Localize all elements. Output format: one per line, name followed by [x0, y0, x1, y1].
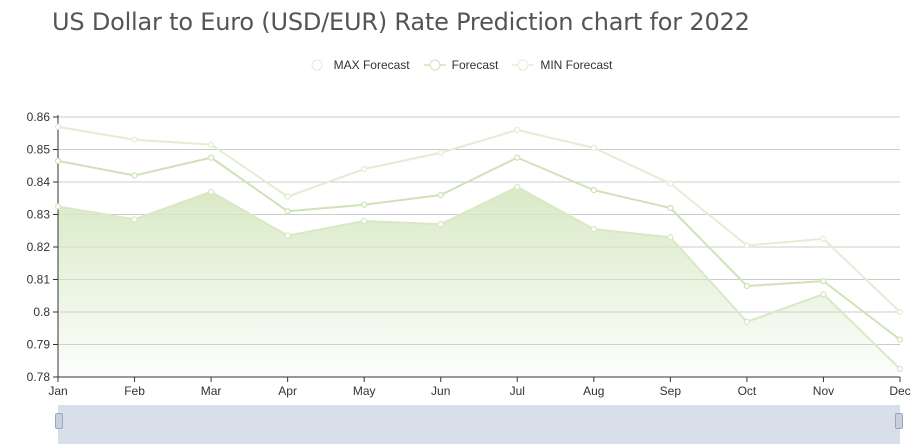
- legend-max-forecast-marker: [311, 59, 323, 71]
- min-forecast-point: [207, 188, 215, 195]
- x-tick-label: Oct: [738, 384, 757, 398]
- forecast-point: [207, 154, 215, 161]
- y-tick-label: 0.81: [27, 273, 51, 287]
- y-tick-label: 0.84: [27, 175, 51, 189]
- max-forecast-point: [284, 193, 291, 200]
- min-forecast-area: [58, 186, 900, 377]
- min-forecast-point: [667, 234, 674, 241]
- chart-legend: MAX Forecast Forecast MIN Forecast: [0, 58, 918, 72]
- forecast-point: [54, 157, 62, 164]
- min-forecast-line: [57, 185, 901, 370]
- legend-min-forecast-label: MIN Forecast: [540, 58, 613, 72]
- legend-max-forecast-label: MAX Forecast: [333, 58, 410, 72]
- forecast-point: [361, 201, 368, 208]
- max-forecast-point: [207, 141, 215, 148]
- min-forecast-point: [284, 232, 291, 239]
- forecast-point: [131, 172, 138, 179]
- forecast-line: [57, 156, 901, 341]
- min-forecast-point: [514, 183, 521, 190]
- range-scrollbar[interactable]: [55, 405, 903, 444]
- legend-item-forecast[interactable]: Forecast: [423, 58, 499, 72]
- max-forecast-point: [514, 126, 521, 134]
- forecast-point: [743, 282, 751, 290]
- forecast-point: [437, 191, 444, 199]
- x-tick-label: Aug: [583, 384, 604, 398]
- x-tick-label: Jan: [48, 384, 67, 398]
- chart-title: US Dollar to Euro (USD/EUR) Rate Predict…: [52, 8, 750, 36]
- max-forecast-point: [54, 123, 62, 130]
- y-tick-label: 0.8: [33, 305, 50, 319]
- max-forecast-point: [590, 144, 597, 151]
- x-tick-label: Mar: [201, 384, 222, 398]
- min-forecast-point: [54, 203, 62, 210]
- forecast-point: [590, 187, 597, 194]
- min-forecast-point: [590, 226, 597, 233]
- x-tick-label: May: [353, 384, 376, 398]
- max-forecast-line: [57, 125, 901, 313]
- legend-item-min-forecast[interactable]: MIN Forecast: [512, 58, 612, 72]
- legend-item-max-forecast[interactable]: MAX Forecast: [306, 58, 410, 72]
- forecast-point: [667, 204, 674, 212]
- max-forecast-point: [361, 165, 368, 173]
- y-tick-label: 0.83: [27, 208, 51, 222]
- y-tick-label: 0.85: [27, 143, 51, 157]
- max-forecast-point: [820, 235, 827, 242]
- min-forecast-point: [820, 291, 827, 298]
- x-tick-label: Jul: [510, 384, 525, 398]
- range-end-handle[interactable]: [895, 413, 903, 429]
- max-forecast-point: [667, 180, 674, 187]
- x-tick-label: Dec: [889, 384, 910, 398]
- legend-forecast-label: Forecast: [451, 58, 499, 72]
- forecast-point: [896, 336, 904, 343]
- forecast-point: [820, 278, 827, 285]
- max-forecast-point: [131, 136, 138, 143]
- forecast-point: [514, 154, 521, 161]
- x-tick-label: Apr: [278, 384, 297, 398]
- legend-min-forecast-marker: [512, 59, 535, 71]
- min-forecast-point: [743, 318, 751, 325]
- x-tick-label: Jun: [431, 384, 450, 398]
- x-tick-label: Feb: [124, 384, 145, 398]
- range-start-handle[interactable]: [55, 413, 63, 429]
- min-forecast-point: [437, 221, 444, 228]
- chart-plot: 0.78 0.79 0.8 0.81 0.82 0.83 0.84 0.85 0.86 Jan Fe…: [27, 110, 911, 398]
- y-tick-label: 0.78: [27, 370, 51, 384]
- forecast-point: [284, 208, 291, 215]
- max-forecast-point: [437, 149, 444, 156]
- y-tick-label: 0.79: [27, 338, 51, 352]
- legend-forecast-marker: [423, 59, 446, 71]
- max-forecast-point: [896, 308, 904, 316]
- min-forecast-point: [131, 216, 138, 223]
- min-forecast-point: [896, 365, 904, 372]
- y-tick-label: 0.86: [27, 110, 51, 124]
- min-forecast-point: [361, 217, 368, 225]
- x-tick-label: Sep: [660, 384, 682, 398]
- max-forecast-point: [743, 242, 751, 249]
- y-tick-label: 0.82: [27, 240, 51, 254]
- x-tick-label: Nov: [813, 384, 834, 398]
